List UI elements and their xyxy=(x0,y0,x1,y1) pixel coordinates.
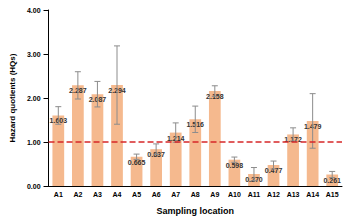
svg-text:3.00: 3.00 xyxy=(27,51,41,58)
svg-text:A13: A13 xyxy=(287,191,300,198)
svg-text:2.294: 2.294 xyxy=(108,87,126,95)
svg-text:Sampling location: Sampling location xyxy=(157,206,235,216)
svg-text:2.00: 2.00 xyxy=(27,95,41,102)
svg-text:A15: A15 xyxy=(326,191,339,198)
svg-text:1.479: 1.479 xyxy=(303,122,322,130)
svg-text:A8: A8 xyxy=(191,191,200,198)
svg-text:4.00: 4.00 xyxy=(27,7,41,14)
svg-text:0.665: 0.665 xyxy=(128,159,146,166)
svg-text:A2: A2 xyxy=(73,191,82,198)
svg-text:A7: A7 xyxy=(171,191,180,198)
svg-text:1.214: 1.214 xyxy=(166,134,185,142)
svg-text:0.837: 0.837 xyxy=(147,151,165,159)
svg-text:0.598: 0.598 xyxy=(226,162,244,169)
svg-text:1.00: 1.00 xyxy=(27,139,41,146)
svg-text:A3: A3 xyxy=(93,191,102,198)
svg-text:A12: A12 xyxy=(267,191,280,198)
svg-text:A14: A14 xyxy=(306,191,319,198)
svg-text:A10: A10 xyxy=(228,191,241,198)
svg-text:2.287: 2.287 xyxy=(69,87,87,95)
svg-text:0.270: 0.270 xyxy=(245,176,263,184)
svg-text:A11: A11 xyxy=(248,191,261,198)
svg-text:2.158: 2.158 xyxy=(206,93,224,100)
svg-text:2.087: 2.087 xyxy=(88,96,107,104)
svg-text:A1: A1 xyxy=(54,191,63,198)
svg-text:0.261: 0.261 xyxy=(323,177,341,184)
svg-text:1.516: 1.516 xyxy=(186,121,204,129)
svg-text:A5: A5 xyxy=(132,191,141,198)
svg-text:1.603: 1.603 xyxy=(49,117,68,125)
svg-text:A4: A4 xyxy=(113,191,122,198)
svg-text:A9: A9 xyxy=(210,191,219,198)
svg-text:0.00: 0.00 xyxy=(27,183,41,190)
svg-text:A6: A6 xyxy=(152,191,161,198)
svg-text:0.477: 0.477 xyxy=(264,167,283,174)
svg-text:Hazard quotients (HQs): Hazard quotients (HQs) xyxy=(8,53,17,142)
